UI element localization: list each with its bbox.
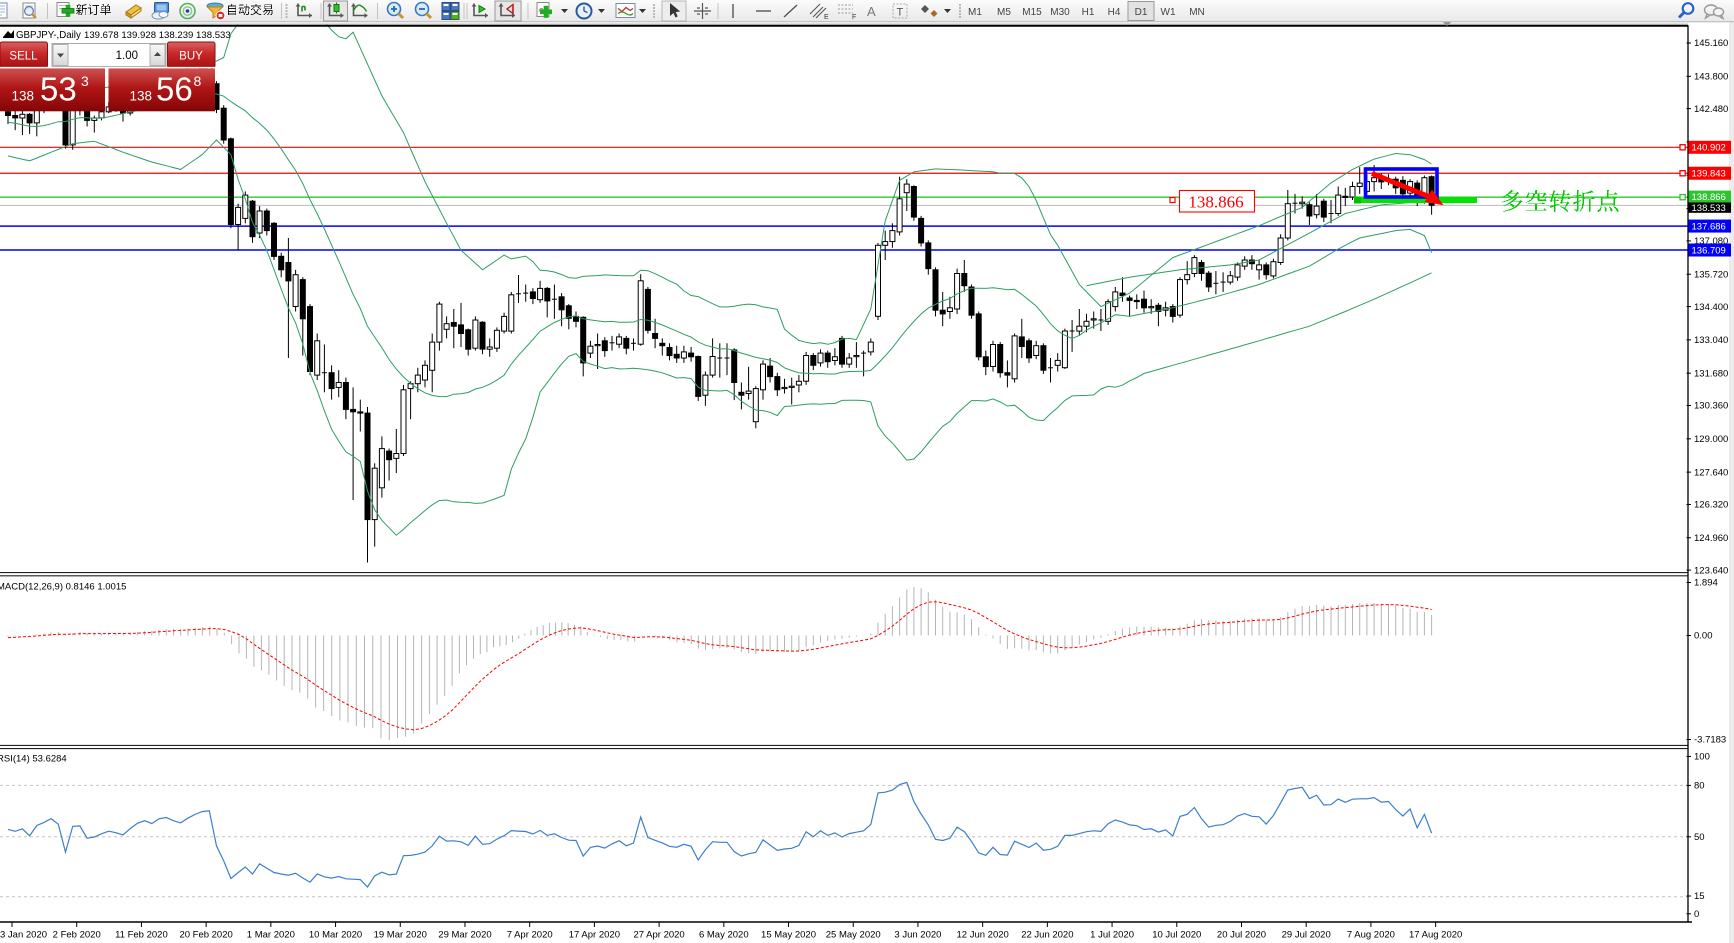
svg-text:100: 100 [1694,752,1710,763]
svg-text:129.000: 129.000 [1694,434,1728,445]
svg-text:10 Jul 2020: 10 Jul 2020 [1152,930,1201,941]
svg-text:131.680: 131.680 [1694,368,1728,379]
svg-text:M1: M1 [968,7,982,18]
svg-text:139.678 139.928 138.239 138.53: 139.678 139.928 138.239 138.533 [84,30,231,41]
svg-text:H1: H1 [1082,7,1095,18]
svg-text:15 May 2020: 15 May 2020 [761,930,816,941]
svg-text:RSI(14) 53.6284: RSI(14) 53.6284 [0,754,67,765]
svg-text:3 Jan 2020: 3 Jan 2020 [0,930,47,941]
svg-text:20 Feb 2020: 20 Feb 2020 [179,930,232,941]
svg-text:-3.7183: -3.7183 [1694,735,1726,746]
svg-text:3: 3 [81,73,89,89]
svg-text:136.709: 136.709 [1692,245,1726,256]
svg-text:25 May 2020: 25 May 2020 [826,930,881,941]
svg-text:56: 56 [156,71,193,108]
svg-text:27 Apr 2020: 27 Apr 2020 [633,930,684,941]
svg-text:10 Mar 2020: 10 Mar 2020 [309,930,362,941]
svg-text:1 Jul 2020: 1 Jul 2020 [1090,930,1134,941]
svg-text:6 May 2020: 6 May 2020 [699,930,749,941]
svg-text:7 Aug 2020: 7 Aug 2020 [1347,930,1395,941]
svg-text:145.160: 145.160 [1694,38,1728,49]
svg-text:50: 50 [1694,832,1705,843]
svg-text:142.480: 142.480 [1694,104,1728,115]
svg-text:143.800: 143.800 [1694,72,1728,83]
svg-text:137.686: 137.686 [1692,221,1726,232]
svg-text:20 Jul 2020: 20 Jul 2020 [1217,930,1266,941]
svg-text:M5: M5 [997,7,1011,18]
svg-text:138.866: 138.866 [1692,192,1726,203]
svg-text:SELL: SELL [9,51,38,63]
svg-text:M30: M30 [1050,7,1070,18]
svg-text:127.640: 127.640 [1694,467,1728,478]
svg-text:133.040: 133.040 [1694,335,1728,346]
svg-text:126.320: 126.320 [1694,500,1728,511]
svg-text:138: 138 [130,89,153,104]
svg-text:2 Feb 2020: 2 Feb 2020 [53,930,101,941]
svg-text:138.866: 138.866 [1188,193,1243,212]
svg-text:135.720: 135.720 [1694,269,1728,280]
svg-text:1.00: 1.00 [116,50,138,62]
svg-text:MN: MN [1189,7,1205,18]
svg-text:MACD(12,26,9) 0.8146 1.0015: MACD(12,26,9) 0.8146 1.0015 [0,582,126,593]
svg-text:1.894: 1.894 [1694,578,1718,589]
svg-text:F: F [852,14,856,21]
svg-text:22 Jun 2020: 22 Jun 2020 [1021,930,1073,941]
svg-text:0.00: 0.00 [1694,631,1713,642]
svg-text:17 Apr 2020: 17 Apr 2020 [569,930,620,941]
svg-text:17 Aug 2020: 17 Aug 2020 [1409,930,1462,941]
svg-text:T: T [897,7,904,19]
svg-text:19 Mar 2020: 19 Mar 2020 [374,930,427,941]
svg-text:12 Jun 2020: 12 Jun 2020 [957,930,1009,941]
svg-text:80: 80 [1694,781,1705,792]
svg-text:15: 15 [1694,891,1705,902]
svg-text:D1: D1 [1135,7,1148,18]
svg-text:123.640: 123.640 [1694,565,1728,576]
svg-text:138: 138 [12,89,35,104]
svg-text:0: 0 [1694,909,1699,920]
svg-text:3 Jun 2020: 3 Jun 2020 [894,930,941,941]
svg-text:H4: H4 [1108,7,1121,18]
svg-text:E: E [824,14,829,21]
svg-text:8: 8 [194,73,202,89]
svg-text:130.360: 130.360 [1694,401,1728,412]
svg-text:BUY: BUY [179,51,203,63]
svg-text:134.400: 134.400 [1694,302,1728,313]
svg-text:M15: M15 [1022,7,1042,18]
svg-text:124.960: 124.960 [1694,533,1728,544]
svg-text:29 Jul 2020: 29 Jul 2020 [1282,930,1331,941]
svg-text:140.902: 140.902 [1692,143,1726,154]
svg-text:A: A [867,4,876,19]
svg-text:139.843: 139.843 [1692,169,1726,180]
svg-text:137.080: 137.080 [1694,236,1728,247]
svg-text:11 Feb 2020: 11 Feb 2020 [115,930,168,941]
svg-text:29 Mar 2020: 29 Mar 2020 [438,930,491,941]
svg-text:138.533: 138.533 [1692,203,1726,214]
svg-text:53: 53 [40,71,77,108]
svg-text:W1: W1 [1161,7,1176,18]
svg-text:1 Mar 2020: 1 Mar 2020 [247,930,295,941]
svg-text:7 Apr 2020: 7 Apr 2020 [507,930,553,941]
svg-text:GBPJPY-,Daily: GBPJPY-,Daily [16,30,81,41]
